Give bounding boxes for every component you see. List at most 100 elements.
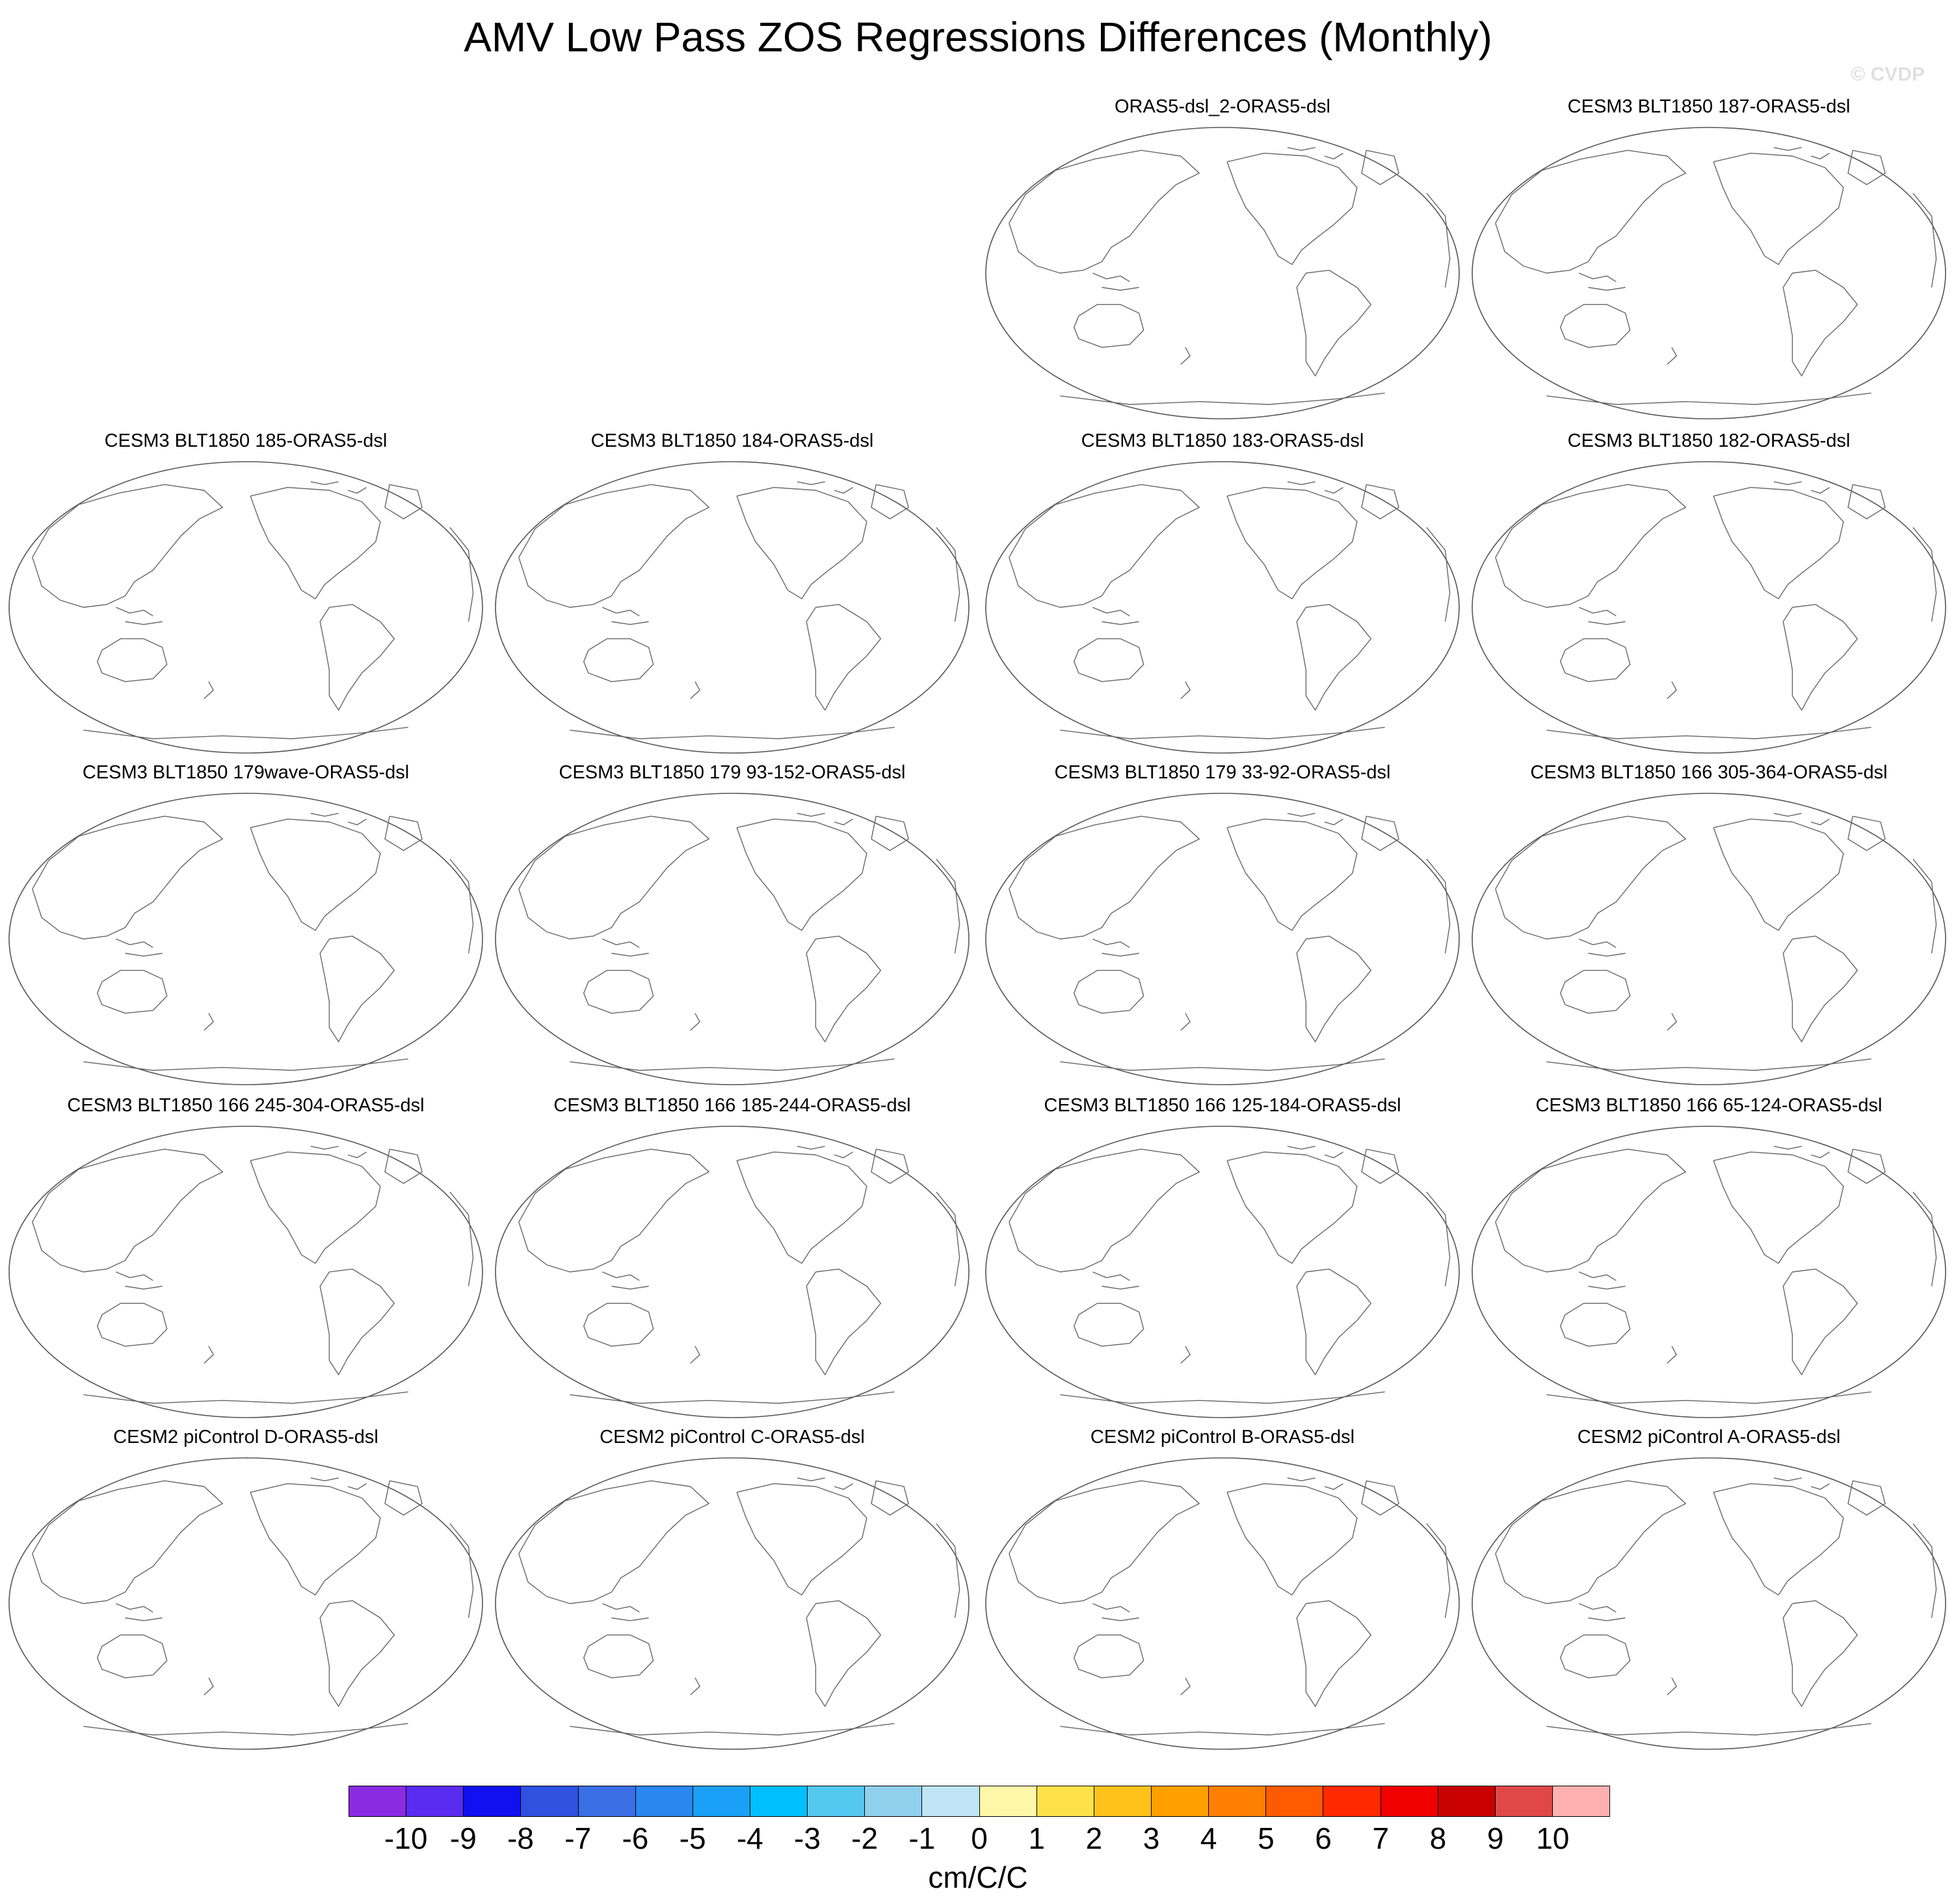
colorbar [349,1786,1610,1817]
world-map [985,127,1460,419]
colorbar-swatch [521,1786,579,1816]
coastline [204,681,214,700]
coastline [871,815,909,851]
coastline [690,681,700,700]
map-panel: CESM3 BLT1850 179 33-92-ORAS5-dsl [982,762,1463,1087]
coastline [1847,150,1886,185]
coastline [1073,1634,1144,1678]
map-boundary [8,793,483,1085]
coastline [1495,1480,1686,1604]
coastline [1092,1603,1130,1613]
map-panel: CESM2 piControl B-ORAS5-dsl [982,1427,1463,1752]
coastline [319,1268,395,1375]
coastline [570,726,895,739]
map-panel: CESM3 BLT1850 187-ORAS5-dsl [1468,96,1949,421]
coastline [1546,1058,1871,1071]
coastline [96,1302,168,1347]
map-panel: CESM3 BLT1850 166 185-244-ORAS5-dsl [492,1095,973,1420]
colorbar-swatch [1381,1786,1438,1816]
coastline [1287,1477,1315,1481]
colorbar-swatch [979,1786,1037,1816]
coastline [1226,1483,1358,1596]
map-panel: CESM2 piControl C-ORAS5-dsl [492,1427,973,1752]
coastline [797,813,825,817]
world-map [1472,793,1946,1085]
coastline [347,1152,367,1159]
coastline [1009,1480,1200,1604]
map-panel: CESM2 piControl D-ORAS5-dsl [5,1427,486,1752]
coastline [384,1148,423,1184]
colorbar-swatch [1209,1786,1267,1816]
colorbar-swatch [578,1786,636,1816]
world-map [1472,1457,1946,1750]
coastline [1361,150,1399,185]
coastline [1782,603,1858,711]
map-panel: CESM3 BLT1850 179wave-ORAS5-dsl [5,762,486,1087]
coastline [1782,1600,1858,1707]
map-boundary [495,461,970,754]
map-boundary [985,793,1460,1085]
panel-title: CESM3 BLT1850 183-ORAS5-dsl [1081,430,1364,451]
coastline [1578,607,1617,616]
coastline [1495,150,1686,274]
colorbar-swatch [1151,1786,1209,1816]
coastline [1713,486,1844,600]
panel-title: CESM3 BLT1850 179wave-ORAS5-dsl [82,762,410,783]
panel-title: CESM3 BLT1850 187-ORAS5-dsl [1567,96,1851,117]
coastline [115,607,153,616]
coastline [1180,681,1191,700]
colorbar-swatch [750,1786,808,1816]
world-map [985,793,1460,1085]
world-map [985,461,1460,754]
coastline [125,1286,163,1290]
coastline [96,1634,168,1678]
coastlines [1495,813,1937,1071]
coastline [583,970,654,1014]
coastline [806,935,881,1042]
coastline [115,1271,153,1281]
coastline [1009,150,1200,274]
world-map [495,793,970,1085]
coastline [32,815,223,940]
coastline [1559,304,1631,348]
panel-title: CESM3 BLT1850 182-ORAS5-dsl [1567,430,1851,451]
coastline [32,484,223,608]
coastline [449,1523,474,1619]
map-boundary [1472,127,1946,419]
panel-title: CESM3 BLT1850 166 65-124-ORAS5-dsl [1535,1095,1883,1116]
coastline [611,1286,649,1290]
colorbar-tick-label: -10 [384,1821,428,1855]
coastline [601,938,640,948]
panel-title: CESM3 BLT1850 185-ORAS5-dsl [104,430,388,451]
coastline [806,1268,881,1375]
coastline [1426,192,1451,288]
colorbar-tick-label: -1 [908,1821,936,1855]
colorbar-tick-label: 2 [1085,1821,1103,1855]
map-panel: CESM3 BLT1850 182-ORAS5-dsl [1468,430,1949,756]
coastline [1810,1152,1830,1159]
map-panel: CESM3 BLT1850 166 245-304-ORAS5-dsl [5,1095,486,1420]
coastline [1713,1151,1844,1264]
colorbar-tick-label: 4 [1200,1821,1217,1855]
coastline [1559,970,1631,1014]
coastline [834,1152,853,1159]
map-boundary [495,1457,970,1750]
map-boundary [495,793,970,1085]
world-map [1472,127,1946,419]
coastline [1495,1148,1686,1273]
coastline [518,815,709,940]
coastlines [1009,147,1451,405]
panel-title: CESM3 BLT1850 166 305-364-ORAS5-dsl [1530,762,1888,783]
coastline [1226,486,1358,600]
map-boundary [985,461,1460,754]
map-boundary [8,1457,483,1750]
coastline [250,1151,381,1264]
coastline [1361,484,1399,520]
coastline [204,1677,214,1696]
coastline [1912,858,1937,954]
map-panel: ORAS5-dsl_2-ORAS5-dsl [982,96,1463,421]
map-boundary [1472,1457,1946,1750]
coastlines [1009,1477,1451,1736]
colorbar-tick-label: -8 [507,1821,534,1855]
coastline [1226,152,1358,265]
